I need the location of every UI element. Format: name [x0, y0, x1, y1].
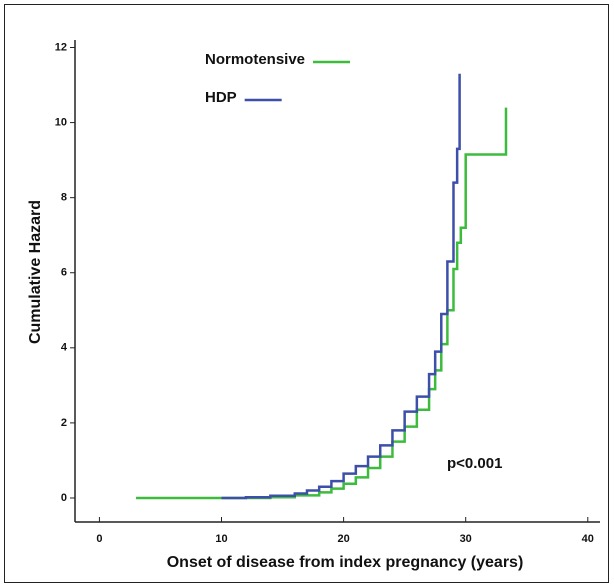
x-axis-label: Onset of disease from index pregnancy (y…: [167, 554, 524, 571]
x-tick-label: 20: [337, 533, 349, 545]
y-tick-label: 12: [55, 41, 67, 53]
x-tick-label: 40: [582, 533, 594, 545]
legend-label: Normotensive: [205, 51, 305, 68]
series-line: [136, 107, 508, 500]
frame: [4, 4, 609, 583]
y-tick-label: 4: [61, 342, 68, 354]
y-axis-label: Cumulative Hazard: [27, 200, 44, 344]
y-tick-label: 2: [61, 417, 67, 429]
y-tick-label: 0: [61, 492, 67, 504]
legend-label: HDP: [205, 89, 237, 106]
x-tick-label: 30: [460, 533, 472, 545]
series-line: [221, 73, 461, 500]
annotation: p<0.001: [447, 455, 502, 472]
y-tick-label: 8: [61, 192, 67, 204]
y-tick-label: 6: [61, 267, 67, 279]
x-tick-label: 0: [96, 533, 102, 545]
x-tick-label: 10: [215, 533, 227, 545]
y-tick-label: 10: [55, 116, 67, 128]
